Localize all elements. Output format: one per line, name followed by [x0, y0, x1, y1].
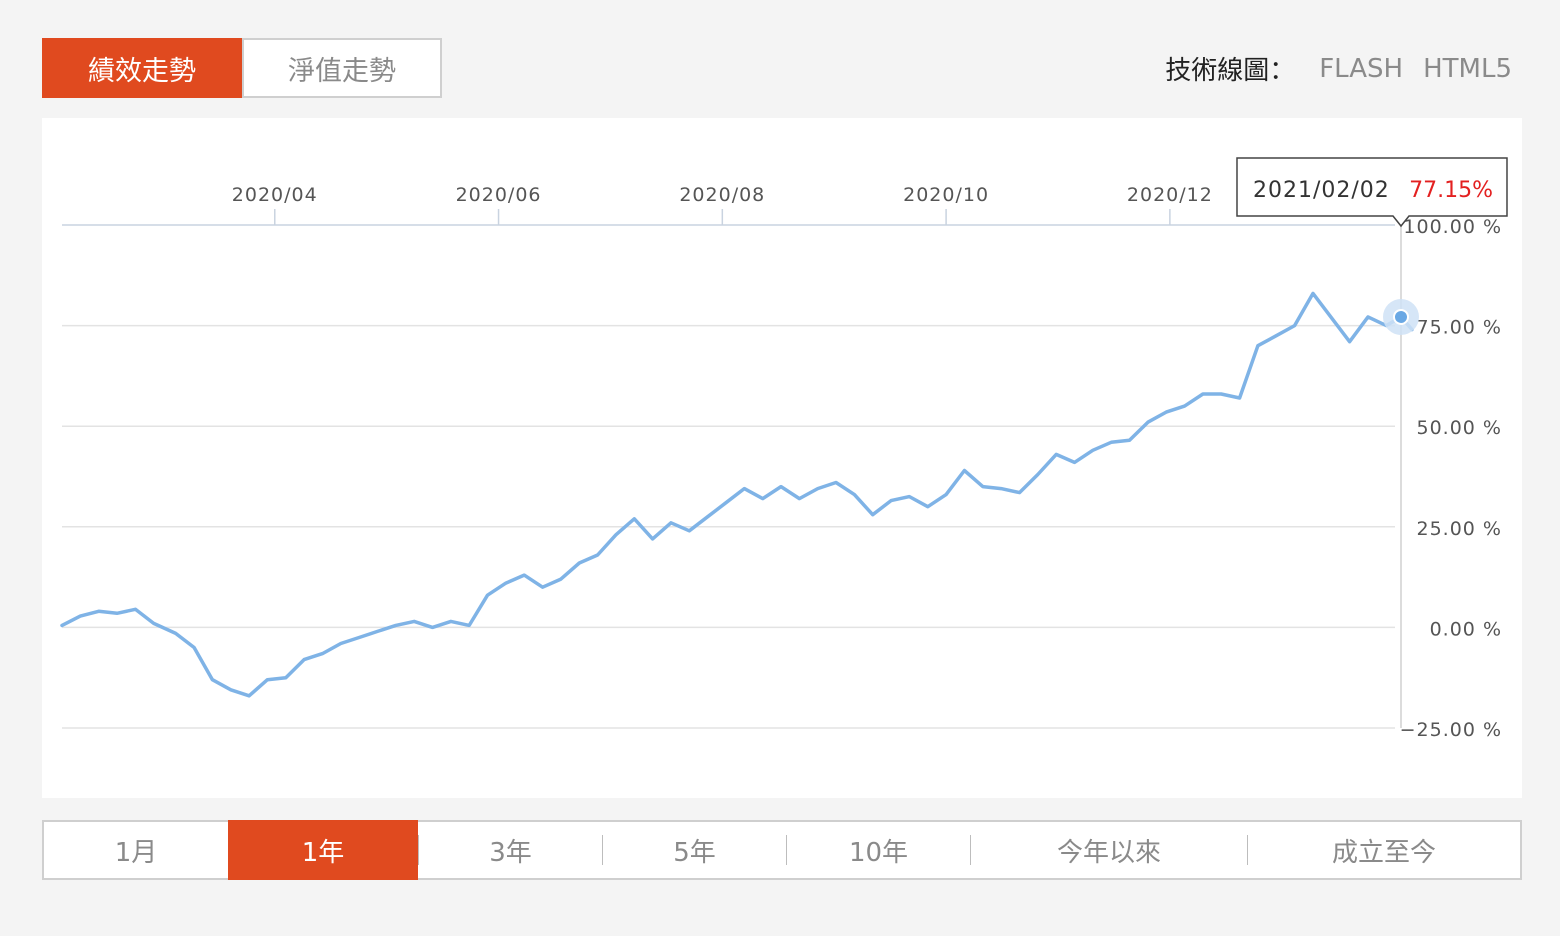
tech-label: 技術線圖： — [1165, 56, 1296, 86]
range-3y[interactable]: 3年 — [489, 837, 532, 868]
range-divider — [786, 835, 787, 865]
tooltip-value: 77.15% — [1409, 178, 1493, 203]
chart-tech-switch: 技術線圖： FLASH HTML5 — [1165, 50, 1522, 87]
range-10y[interactable]: 10年 — [848, 837, 909, 868]
x-tick-label: 2020/08 — [679, 184, 765, 206]
performance-series-line — [60, 291, 1414, 698]
range-divider — [1247, 835, 1248, 865]
y-tick-label: 0.00 % — [1430, 618, 1502, 640]
tech-option-html5[interactable]: HTML5 — [1423, 53, 1512, 84]
tech-option-flash[interactable]: FLASH — [1319, 53, 1404, 84]
range-1m[interactable]: 1月 — [114, 837, 158, 868]
y-tick-label: 75.00 % — [1417, 317, 1503, 339]
x-tick-label: 2020/12 — [1127, 184, 1213, 206]
range-divider — [970, 835, 971, 865]
range-5y[interactable]: 5年 — [673, 837, 716, 868]
y-tick-label: 25.00 % — [1417, 518, 1503, 540]
x-tick-label: 2020/04 — [232, 184, 318, 206]
x-tick-label: 2020/10 — [903, 184, 989, 206]
range-divider — [418, 835, 419, 865]
hover-point — [1392, 308, 1409, 325]
range-since-inception[interactable]: 成立至今 — [1331, 837, 1436, 868]
y-tick-label: 50.00 % — [1417, 417, 1503, 439]
x-tick-label: 2020/06 — [456, 184, 542, 206]
performance-chart[interactable]: 100.00 % 75.00 % 50.00 % 25.00 % 0.00 % −25.0… — [42, 118, 1522, 798]
range-ytd[interactable]: 今年以來 — [1056, 837, 1161, 868]
tooltip-date: 2021/02/02 — [1253, 178, 1390, 203]
tab-nav-trend[interactable]: 淨值走勢 — [242, 38, 442, 98]
range-1y[interactable]: 1年 — [228, 820, 418, 880]
range-divider — [602, 835, 603, 865]
y-tick-label: 100.00 % — [1403, 216, 1502, 238]
tooltip-box — [1236, 157, 1508, 228]
tab-performance-trend[interactable]: 績效走勢 — [42, 38, 242, 98]
view-tabs: 績效走勢 淨值走勢 — [42, 38, 442, 98]
y-tick-label: −25.00 % — [1400, 719, 1502, 741]
range-selector: 1月 1年 3年 5年 10年 今年以來 成立至今 — [42, 820, 1522, 880]
chart-panel: 100.00 % 75.00 % 50.00 % 25.00 % 0.00 % −25.0… — [42, 118, 1522, 798]
